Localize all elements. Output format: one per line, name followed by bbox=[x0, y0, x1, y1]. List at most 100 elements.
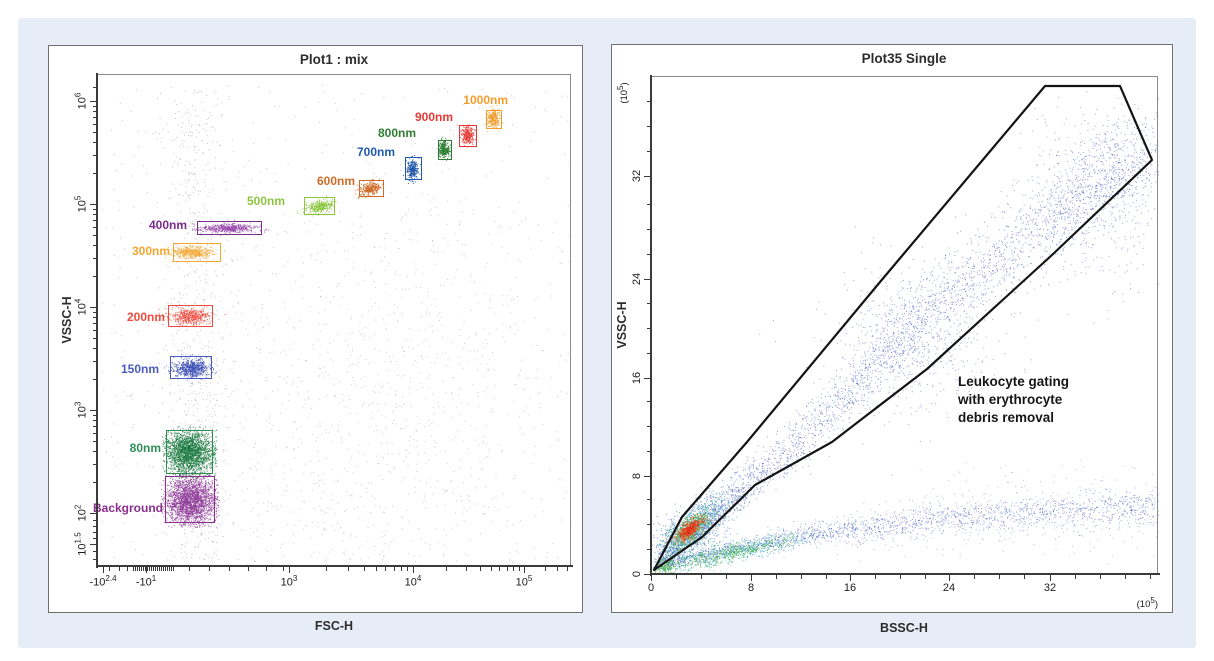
gate-label-background[interactable]: Background bbox=[92, 501, 163, 515]
x-axis-label-left[interactable]: FSC-H bbox=[314, 619, 354, 633]
x-tick-label: -102.4 bbox=[89, 574, 117, 589]
gate-400nm[interactable] bbox=[197, 221, 262, 235]
x-major-tick bbox=[102, 567, 104, 573]
x-minor-tick bbox=[874, 575, 876, 579]
gate-150nm[interactable] bbox=[170, 356, 212, 379]
y-minor-tick bbox=[92, 322, 96, 324]
axes-left: -102.4 -101 103 104 105 106 105 104 103 102 101.5 bbox=[74, 73, 573, 589]
gate-annotation-line: Leukocyte gating bbox=[958, 374, 1070, 389]
gate-annotation-line: debris removal bbox=[958, 410, 1055, 425]
y-tick-label-text: 0 bbox=[631, 570, 643, 578]
x-minor-tick bbox=[899, 575, 901, 579]
leukocyte-gate-polygon[interactable] bbox=[652, 77, 1159, 575]
x-minor-tick bbox=[325, 567, 327, 571]
x-minor-tick bbox=[479, 567, 481, 571]
y-major-tick bbox=[644, 475, 650, 477]
gate-label-200nm[interactable]: 200nm bbox=[126, 310, 165, 324]
y-minor-tick bbox=[646, 498, 650, 500]
y-minor-tick bbox=[646, 400, 650, 402]
x-minor-tick bbox=[675, 575, 677, 579]
y-major-tick bbox=[644, 278, 650, 280]
x-minor-tick bbox=[725, 575, 727, 579]
x-minor-tick bbox=[172, 567, 174, 571]
gate-80nm[interactable] bbox=[166, 430, 213, 474]
x-minor-tick bbox=[1099, 575, 1101, 579]
x-major-tick bbox=[1049, 575, 1051, 581]
x-axis-label-right[interactable]: BSSC-H bbox=[880, 621, 928, 635]
y-major-tick bbox=[644, 377, 650, 379]
y-minor-tick bbox=[92, 141, 96, 143]
gate-label-700nm[interactable]: 700nm bbox=[356, 145, 395, 159]
x-minor-tick bbox=[126, 567, 128, 571]
x-tick-label: -101 bbox=[135, 574, 157, 589]
gate-900nm[interactable] bbox=[459, 125, 477, 147]
x-minor-tick bbox=[512, 567, 514, 571]
x-minor-tick bbox=[160, 567, 162, 571]
y-axis-label-right[interactable]: VSSC-H bbox=[615, 301, 629, 349]
x-major-tick bbox=[412, 567, 414, 573]
gate-500nm[interactable] bbox=[304, 197, 335, 215]
x-minor-tick bbox=[973, 575, 975, 579]
scatter-canvas-left bbox=[98, 75, 572, 567]
y-minor-tick bbox=[646, 100, 650, 102]
gate-label-400nm[interactable]: 400nm bbox=[148, 218, 187, 232]
x-major-tick bbox=[145, 567, 147, 573]
x-minor-tick bbox=[924, 575, 926, 579]
x-minor-tick bbox=[148, 567, 150, 571]
x-minor-tick bbox=[228, 567, 230, 571]
x-minor-tick bbox=[490, 567, 492, 571]
x-minor-tick bbox=[347, 567, 349, 571]
gate-800nm[interactable] bbox=[438, 140, 452, 160]
y-minor-tick bbox=[646, 548, 650, 550]
y-axis-label-left[interactable]: VSSC-H bbox=[60, 296, 74, 344]
y-minor-tick bbox=[92, 110, 96, 112]
gate-label-300nm[interactable]: 300nm bbox=[131, 244, 170, 258]
x-minor-tick bbox=[384, 567, 386, 571]
x-minor-tick bbox=[465, 567, 467, 571]
gate-label-500nm[interactable]: 500nm bbox=[246, 194, 285, 208]
y-minor-tick bbox=[92, 105, 96, 107]
y-minor-tick bbox=[92, 116, 96, 118]
gate-annotation-line: with erythrocyte bbox=[958, 392, 1063, 407]
x-minor-tick bbox=[140, 567, 142, 571]
y-minor-tick bbox=[92, 519, 96, 521]
plot-title-left[interactable]: Plot1 : mix bbox=[299, 52, 369, 67]
gate-1000nm[interactable] bbox=[486, 110, 502, 129]
y-axis-line bbox=[95, 73, 98, 568]
gate-600nm[interactable] bbox=[359, 180, 384, 197]
x-major-tick bbox=[849, 575, 851, 581]
gate-label-800nm[interactable]: 800nm bbox=[377, 126, 416, 140]
y-minor-tick bbox=[92, 219, 96, 221]
gate-label-1000nm[interactable]: 1000nm bbox=[463, 93, 508, 107]
plot-title-right[interactable]: Plot35 Single bbox=[861, 51, 947, 66]
x-minor-tick bbox=[118, 567, 120, 571]
x-minor-tick bbox=[518, 567, 520, 571]
gate-200nm[interactable] bbox=[168, 305, 213, 327]
y-major-tick bbox=[644, 175, 650, 177]
y-major-tick bbox=[90, 543, 96, 545]
gate-300nm[interactable] bbox=[173, 243, 221, 262]
y-minor-tick bbox=[92, 329, 96, 331]
x-minor-tick bbox=[134, 567, 136, 571]
y-minor-tick bbox=[646, 523, 650, 525]
x-minor-tick bbox=[498, 567, 500, 571]
y-minor-tick bbox=[92, 208, 96, 210]
gate-label-600nm[interactable]: 600nm bbox=[316, 174, 355, 188]
gate-background[interactable] bbox=[165, 476, 215, 523]
gate-label-150nm[interactable]: 150nm bbox=[120, 362, 159, 376]
gate-label-80nm[interactable]: 80nm bbox=[129, 441, 161, 455]
gate-annotation-text[interactable]: Leukocyte gating with erythrocyte debris r… bbox=[958, 373, 1069, 427]
x-minor-tick bbox=[265, 567, 267, 571]
y-minor-tick bbox=[646, 450, 650, 452]
x-tick-label: 32 bbox=[1043, 582, 1057, 594]
gate-700nm[interactable] bbox=[405, 157, 422, 180]
x-tick-label: 16 bbox=[843, 582, 857, 594]
gate-label-900nm[interactable]: 900nm bbox=[414, 110, 453, 124]
y-major-tick bbox=[644, 573, 650, 575]
x-axis-unit: (105) bbox=[1136, 596, 1158, 611]
x-minor-tick bbox=[825, 575, 827, 579]
axes-right: 0 8 16 24 32 0 8 16 24 32 (105) (105) bbox=[616, 75, 1160, 610]
x-axis-line bbox=[649, 573, 1160, 575]
x-minor-tick bbox=[168, 567, 170, 571]
